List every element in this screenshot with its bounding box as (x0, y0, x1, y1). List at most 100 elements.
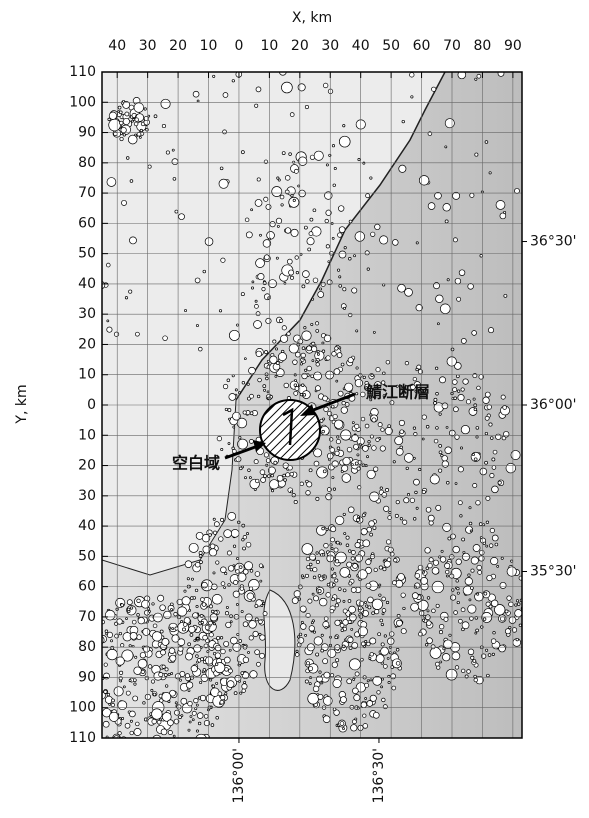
epicenter (316, 560, 319, 563)
epicenter (84, 725, 86, 727)
epicenter (255, 604, 258, 607)
epicenter (452, 652, 460, 660)
epicenter (331, 547, 333, 549)
epicenter (73, 644, 76, 647)
epicenter (350, 705, 354, 709)
epicenter (367, 642, 371, 646)
epicenter (260, 580, 262, 582)
epicenter (387, 657, 389, 659)
epicenter (196, 730, 198, 732)
epicenter (404, 453, 413, 462)
epicenter (462, 628, 465, 631)
epicenter (198, 722, 201, 725)
epicenter (39, 133, 45, 139)
epicenter (196, 655, 199, 658)
epicenter (168, 750, 173, 755)
epicenter (503, 431, 509, 437)
epicenter (358, 460, 362, 464)
epicenter (151, 689, 153, 691)
epicenter (272, 187, 282, 197)
epicenter (134, 103, 144, 113)
epicenter (306, 557, 310, 561)
epicenter (310, 568, 312, 570)
epicenter (225, 572, 227, 574)
epicenter (336, 439, 340, 443)
epicenter (335, 560, 338, 563)
epicenter (98, 622, 101, 625)
epicenter (476, 436, 478, 438)
epicenter (317, 351, 319, 353)
epicenter (330, 538, 334, 542)
epicenter (278, 179, 280, 181)
epicenter (516, 638, 519, 641)
epicenter (160, 650, 165, 655)
epicenter (177, 607, 186, 616)
epicenter (400, 430, 404, 434)
epicenter (336, 541, 339, 544)
epicenter (322, 527, 325, 530)
epicenter (271, 474, 274, 477)
epicenter (475, 632, 477, 634)
epicenter (118, 106, 121, 109)
epicenter (359, 615, 363, 619)
epicenter (63, 132, 69, 138)
epicenter (365, 601, 367, 603)
epicenter (455, 482, 457, 484)
epicenter (323, 576, 325, 578)
epicenter (244, 681, 246, 683)
epicenter (242, 524, 245, 527)
epicenter (369, 521, 375, 527)
epicenter (135, 118, 139, 122)
epicenter (312, 593, 314, 595)
epicenter (404, 498, 409, 503)
epicenter (337, 233, 342, 238)
epicenter (474, 678, 478, 682)
epicenter (246, 532, 248, 534)
epicenter (119, 121, 123, 125)
epicenter (332, 145, 334, 147)
epicenter (488, 328, 493, 333)
epicenter (309, 469, 312, 472)
epicenter (154, 115, 157, 118)
epicenter (473, 398, 475, 400)
epicenter (347, 562, 352, 567)
y-tick-label: 20 (78, 336, 96, 352)
epicenter (307, 238, 314, 245)
epicenter (311, 342, 314, 345)
epicenter (388, 425, 391, 428)
epicenter (422, 415, 426, 419)
epicenter (433, 283, 439, 289)
epicenter (486, 674, 489, 677)
epicenter (243, 657, 249, 663)
epicenter (169, 759, 171, 761)
epicenter (213, 75, 215, 77)
epicenter (515, 610, 522, 617)
epicenter (332, 598, 335, 601)
epicenter (444, 617, 448, 621)
epicenter (188, 729, 190, 731)
y-tick-label: 60 (78, 579, 96, 595)
epicenter (62, 179, 69, 186)
epicenter (188, 739, 192, 743)
epicenter (433, 560, 438, 565)
epicenter (308, 599, 312, 603)
epicenter (331, 674, 334, 677)
epicenter (156, 753, 162, 759)
epicenter (343, 589, 346, 592)
epicenter (460, 447, 462, 449)
epicenter (233, 545, 236, 548)
epicenter (75, 659, 78, 662)
epicenter (289, 197, 299, 207)
epicenter (302, 285, 305, 288)
epicenter (93, 656, 96, 659)
epicenter (226, 622, 231, 627)
epicenter (351, 628, 353, 630)
epicenter (324, 335, 331, 342)
epicenter (351, 557, 354, 560)
epicenter (390, 552, 394, 556)
epicenter (309, 554, 315, 560)
x-tick-label: 90 (504, 38, 522, 54)
epicenter (436, 295, 444, 303)
epicenter (229, 330, 239, 340)
epicenter (298, 61, 300, 63)
